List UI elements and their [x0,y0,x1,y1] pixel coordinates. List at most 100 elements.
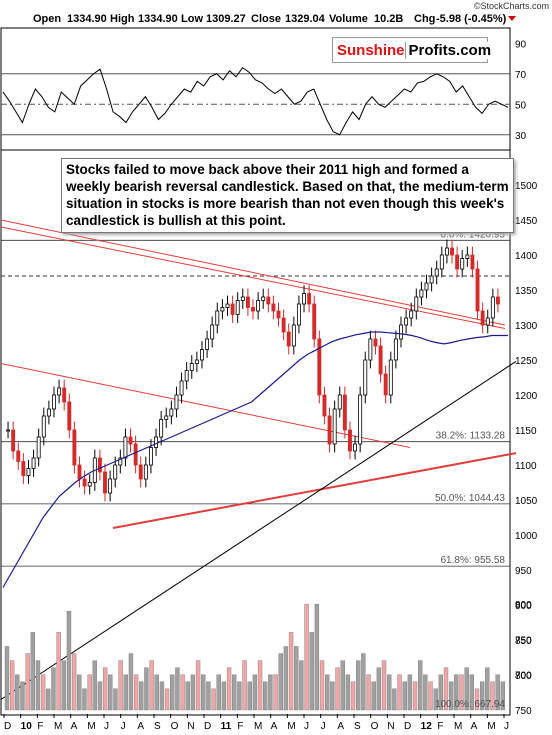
candle-body [189,363,194,371]
candle-body [444,247,449,256]
x-axis-label: A [137,721,144,732]
candle-body [317,338,322,396]
volume-bar [340,660,345,711]
volume-bar [113,688,118,711]
candle-body [291,324,296,347]
volume-bar [30,632,35,711]
volume-bar [216,674,221,711]
volume-bar [350,681,356,711]
candle-body [286,331,291,347]
volume-bar [309,632,314,711]
x-axis-label: N [187,721,194,732]
candle-body [164,415,169,420]
volume-tick-label: 750 [515,635,532,646]
candle-body [245,296,250,308]
x-axis-label: M [54,721,62,732]
volume-bar [288,632,294,711]
candle-body [358,394,363,445]
volume-bar [479,681,485,711]
candle-body [215,310,220,326]
volume-bar [247,681,252,711]
volume-bar [443,667,449,711]
candle-body [200,349,204,361]
x-axis-label: A [271,721,278,732]
price-tick-label: 800 [515,671,532,682]
candle-body [46,408,51,417]
price-panel: 0.0%: 1420.95 38.2%: 1133.28 50.0%: 1044.4… [0,181,538,717]
volume-bar [361,653,366,711]
volume-bar [448,681,454,711]
logo-part-profits: Profits.com [404,41,492,59]
x-axis-label: J [104,721,109,732]
candle-body [424,282,429,291]
high-value: 1334.90 [138,13,178,25]
x-axis-label: J [321,721,326,732]
candle-body [230,303,235,315]
volume-bar [299,660,304,711]
fibonacci-label: 0.0%: 1420.95 [441,229,506,240]
candle-body [439,254,444,270]
volume-bar [402,681,407,711]
volume-bar [485,667,490,711]
volume-label: Volume [329,13,368,25]
rising-trendline-red [112,452,517,529]
candle-body [103,471,107,494]
candle-body [296,303,301,326]
volume-bar [387,674,392,711]
candle-body [87,482,92,487]
candle-body [57,387,62,396]
candle-body [480,310,485,326]
price-tick-label: 1500 [515,181,538,192]
candle-body [455,254,460,270]
volume-bar [87,674,92,711]
price-tick-label: 1250 [515,356,538,367]
volume-bar [438,674,444,711]
x-axis-label: 10 [21,721,33,732]
fibonacci-label: 38.2%: 1133.28 [436,431,506,442]
volume-bar [4,646,10,711]
volume-bar [304,603,309,711]
volume-bar [15,674,20,711]
price-tick-label: 1050 [515,496,538,507]
candle-body [281,317,286,333]
volume-bar [294,646,299,711]
candle-body [495,296,500,305]
candle-body [82,478,87,487]
volume-bar [495,674,500,711]
volume-bar [314,603,320,711]
candle-body [388,359,393,396]
candle-body [383,373,388,396]
candle-body [276,310,281,319]
x-axis-label: M [487,721,495,732]
volume-bar [397,674,402,711]
price-tick-label: 1300 [515,321,538,332]
volume-bar [407,674,413,711]
candle-body [368,338,373,361]
price-tick-label: 1100 [515,461,537,472]
candle-body [490,296,495,319]
rsi-tick-label: 30 [515,131,527,142]
volume-bar [20,681,25,711]
volume-bar [164,688,170,711]
volume-panel: 800 750 700 100.0%: 667.94 [4,600,532,711]
rsi-tick-label: 70 [515,70,527,81]
volume-bar [190,674,196,711]
candle-body [159,419,164,438]
candle-body [460,258,465,270]
candle-body [348,429,352,452]
volume-bar [97,681,103,711]
volume-bar [9,660,15,711]
fibonacci-label: 61.8%: 955.58 [441,555,506,566]
candle-body [123,436,128,459]
rsi-panel: 90 70 50 30 [1,39,527,142]
volume-bar [356,660,361,711]
candle-body [261,296,266,301]
candle-body [302,293,306,305]
candle-body [67,401,72,431]
volume-bar [46,688,51,711]
rising-trendline-black [0,360,517,700]
price-tick-label: 950 [515,566,532,577]
x-axis-label: J [304,721,309,732]
candle-body [220,307,225,312]
x-axis-label: O [171,721,179,732]
